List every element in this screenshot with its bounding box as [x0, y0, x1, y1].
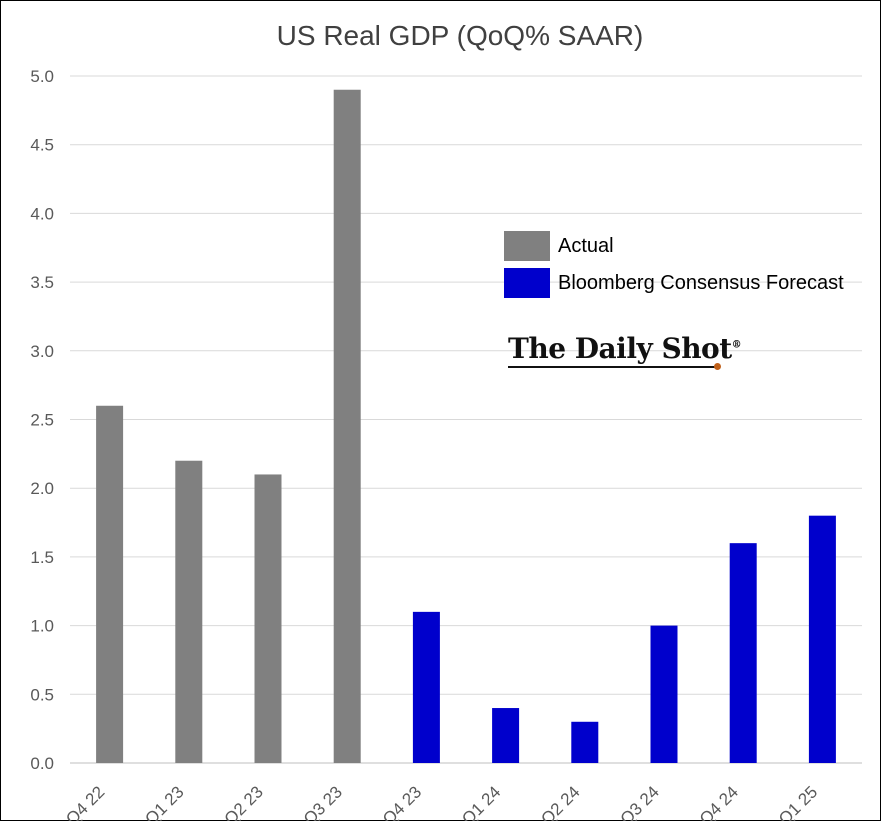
legend-swatch-actual	[504, 231, 550, 261]
y-tick-label: 1.0	[30, 617, 54, 636]
y-tick-label: 3.5	[30, 273, 54, 292]
y-tick-label: 4.5	[30, 136, 54, 155]
y-tick-label: 0.5	[30, 685, 54, 704]
x-tick-label: Q2 24	[537, 782, 583, 821]
x-tick-label: Q1 25	[775, 782, 821, 821]
legend-label-actual: Actual	[558, 234, 614, 257]
logo-underline	[508, 366, 720, 368]
bar	[650, 625, 678, 763]
x-tick-label: Q4 24	[696, 782, 742, 821]
bar	[492, 708, 520, 763]
chart-title: US Real GDP (QoQ% SAAR)	[276, 20, 644, 51]
y-tick-label: 2.5	[30, 411, 54, 430]
y-tick-label: 4.0	[30, 204, 54, 223]
bar	[571, 721, 599, 763]
y-tick-label: 1.5	[30, 548, 54, 567]
bar	[175, 460, 203, 763]
bar	[808, 515, 836, 763]
legend-label-forecast: Bloomberg Consensus Forecast	[558, 271, 844, 294]
daily-shot-logo: The Daily Shot®	[508, 332, 742, 365]
legend-item-actual: Actual	[504, 231, 614, 261]
bar	[254, 474, 282, 763]
y-tick-label: 3.0	[30, 342, 54, 361]
x-tick-label: Q1 23	[141, 782, 187, 821]
bar	[412, 611, 440, 763]
x-tick-label: Q2 23	[221, 782, 267, 821]
logo-text: The Daily Shot	[508, 332, 732, 365]
registered-mark: ®	[731, 339, 742, 351]
y-tick-label: 2.0	[30, 479, 54, 498]
legend-swatch-forecast	[504, 268, 550, 298]
x-tick-label: Q3 24	[617, 782, 663, 821]
bar	[333, 89, 361, 764]
legend-item-forecast: Bloomberg Consensus Forecast	[504, 268, 844, 298]
x-tick-label: Q4 23	[379, 782, 425, 821]
x-tick-label: Q1 24	[458, 782, 504, 821]
bar	[729, 543, 757, 763]
x-tick-label: Q4 22	[62, 782, 108, 821]
y-tick-label: 5.0	[30, 67, 54, 86]
logo-dot	[714, 363, 721, 370]
x-tick-label: Q3 23	[300, 782, 346, 821]
bar	[96, 405, 124, 763]
y-tick-label: 0.0	[30, 754, 54, 773]
